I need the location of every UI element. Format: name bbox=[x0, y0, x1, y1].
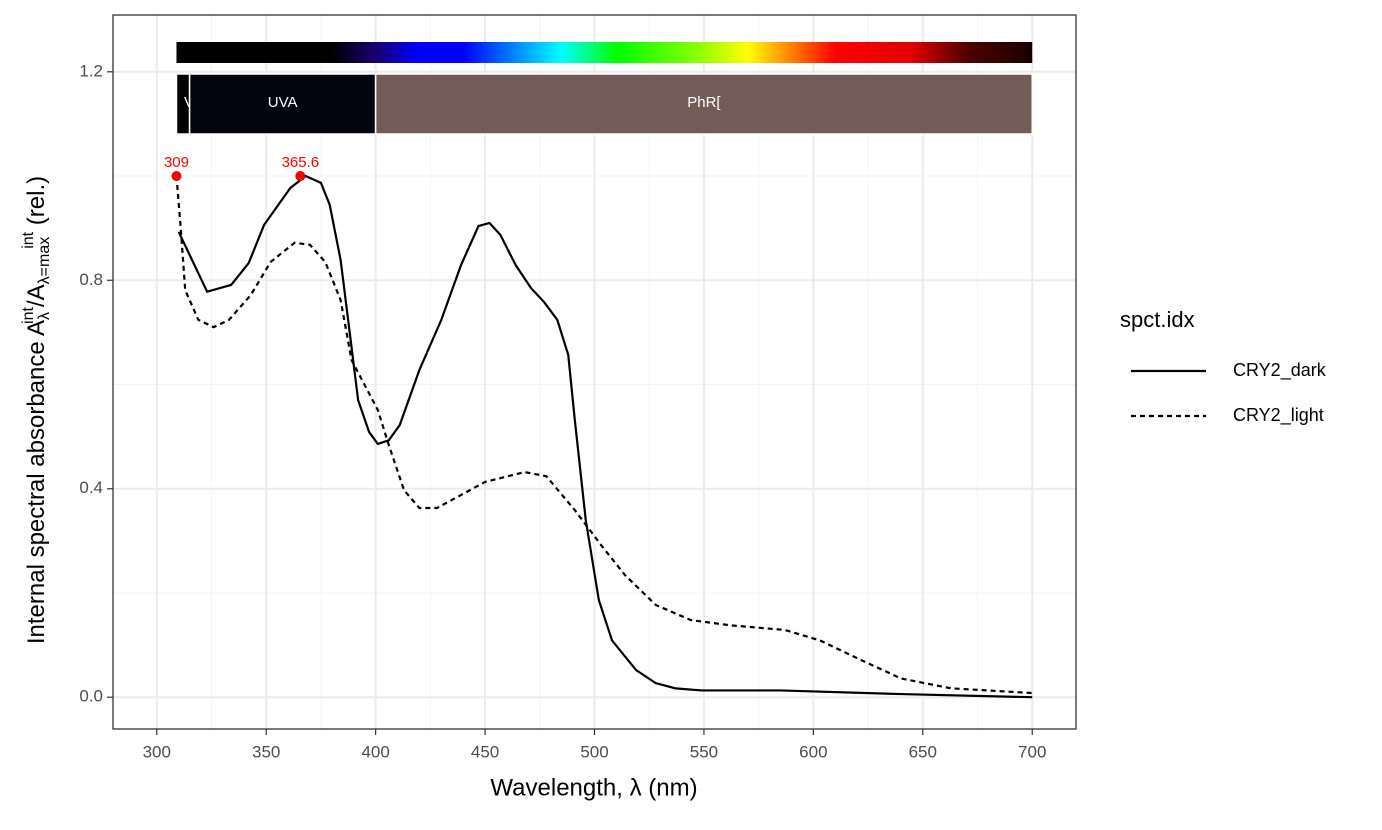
legend-title: spct.idx bbox=[1120, 307, 1195, 332]
x-tick-label: 400 bbox=[361, 742, 389, 761]
y-axis-title-part: int bbox=[20, 231, 37, 248]
band-label: UVA bbox=[268, 94, 298, 111]
legend-label: CRY2_light bbox=[1233, 405, 1324, 426]
y-axis-title: Internal spectral absorbance Aλint/Aλ=ma… bbox=[20, 176, 53, 644]
y-axis-title-part: λ=max bbox=[36, 237, 53, 285]
x-tick-label: 600 bbox=[799, 742, 827, 761]
y-tick-label: 0.0 bbox=[79, 687, 103, 706]
x-tick-label: 350 bbox=[252, 742, 280, 761]
band bbox=[374, 73, 1033, 135]
y-tick-label: 0.4 bbox=[79, 478, 103, 497]
x-tick-label: 700 bbox=[1018, 742, 1046, 761]
spectrum-bar bbox=[176, 42, 1033, 63]
y-axis-title-part: λ bbox=[36, 312, 53, 320]
peak-label: 365.6 bbox=[282, 154, 320, 171]
data-line bbox=[175, 175, 1033, 695]
x-tick-label: 500 bbox=[580, 742, 608, 761]
band bbox=[188, 73, 377, 135]
y-axis-title-part: int bbox=[20, 306, 37, 323]
y-tick-label: 1.2 bbox=[79, 61, 103, 80]
legend-label: CRY2_dark bbox=[1233, 360, 1327, 381]
y-axis-title-part: (rel.) bbox=[23, 176, 50, 232]
y-axis-title-part: Internal spectral absorbance bbox=[23, 336, 50, 644]
peak-label: 309 bbox=[164, 154, 189, 171]
peak-point bbox=[295, 171, 306, 182]
x-axis-title: Wavelength, λ (nm) bbox=[490, 774, 697, 801]
x-tick-label: 550 bbox=[690, 742, 718, 761]
y-tick-label: 0.8 bbox=[79, 270, 103, 289]
x-tick-label: 300 bbox=[143, 742, 171, 761]
y-axis-title-part: A bbox=[23, 320, 50, 336]
y-axis-title-part: /A bbox=[23, 284, 50, 307]
x-tick-label: 650 bbox=[909, 742, 937, 761]
panel-border bbox=[112, 14, 1077, 730]
data-line bbox=[177, 174, 1033, 699]
x-tick-label: 450 bbox=[471, 742, 499, 761]
band-label: PhR[ bbox=[687, 94, 721, 111]
peak-point bbox=[171, 171, 182, 182]
